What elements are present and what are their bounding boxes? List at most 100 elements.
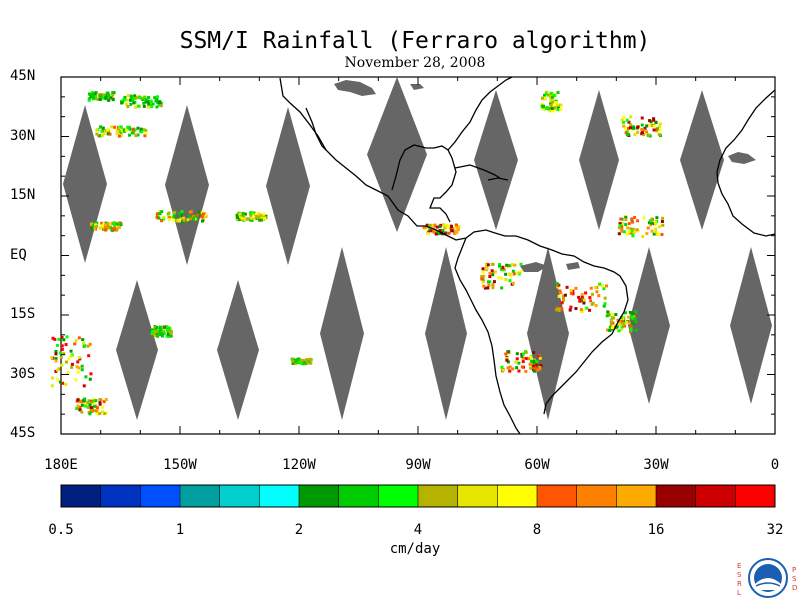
rain-cell [180, 219, 184, 223]
rain-cell [562, 298, 566, 302]
rain-cell [578, 299, 582, 303]
rain-cell [104, 228, 108, 232]
rain-cell [485, 267, 489, 271]
rain-cell [305, 358, 309, 362]
rain-cell [252, 211, 256, 215]
rain-cell [625, 232, 629, 236]
rain-cell [622, 322, 626, 326]
rain-cell [294, 359, 298, 363]
rain-cell [541, 105, 545, 109]
rain-cell [506, 264, 510, 268]
colorbar-units: cm/day [389, 541, 441, 557]
rain-cell [618, 224, 622, 228]
rain-cell [80, 368, 84, 372]
rain-cell [262, 215, 266, 219]
cuba [454, 164, 501, 179]
rain-cell [569, 291, 573, 295]
rain-cell [90, 222, 94, 226]
rain-cell [656, 232, 660, 236]
rain-cell [176, 219, 180, 223]
rain-cell [643, 126, 647, 130]
rain-cell [447, 231, 451, 235]
lat-label: 45S [10, 425, 36, 441]
rain-cell [238, 212, 242, 216]
rain-cell [630, 220, 634, 224]
rain-cell [629, 227, 633, 231]
rain-cell [594, 304, 598, 308]
rain-cell [658, 128, 662, 132]
rain-cell [452, 231, 456, 235]
rain-cell [54, 359, 58, 363]
amazon-patch [520, 262, 548, 272]
rain-cell [633, 133, 637, 137]
rain-cell [147, 96, 151, 100]
rain-cell [157, 101, 161, 105]
rain-cell [84, 375, 88, 379]
rain-cell [511, 367, 515, 371]
rain-cell [629, 123, 633, 127]
rain-cell [96, 412, 100, 416]
rain-cell [531, 364, 535, 368]
rain-cell [443, 226, 447, 230]
rain-cell [264, 216, 268, 220]
rain-cell [648, 119, 652, 123]
rain-cell [649, 120, 653, 124]
lon-label: 60W [524, 457, 550, 473]
lon-label: 30W [643, 457, 669, 473]
lon-label: 180E [44, 457, 78, 473]
rain-cell [101, 126, 105, 130]
rain-cell [529, 359, 533, 363]
rain-cell [186, 218, 190, 222]
rain-cell [161, 325, 165, 329]
rain-cell [203, 213, 207, 217]
rain-cell [574, 307, 578, 311]
rain-cell [488, 271, 492, 275]
rain-cell [593, 285, 597, 289]
rain-cell [99, 94, 103, 98]
rain-cell [162, 215, 166, 219]
rain-cell [560, 301, 564, 305]
rain-cell [557, 308, 561, 312]
rain-cell [130, 131, 134, 135]
rain-cell [538, 356, 542, 360]
rain-cell [189, 210, 193, 214]
rain-cell [123, 97, 127, 101]
lat-label: 30N [10, 127, 36, 144]
rain-cell [101, 133, 105, 137]
sa-lake-patch [566, 262, 580, 270]
rain-cell [104, 221, 108, 225]
rain-cell [508, 279, 512, 283]
rain-cell [508, 272, 512, 276]
rain-cell [519, 270, 523, 274]
rain-cell [521, 352, 525, 356]
rain-cell [549, 103, 553, 107]
rain-cell [546, 93, 550, 97]
rain-cell [640, 116, 644, 120]
rain-cell [629, 324, 633, 328]
rain-cell [634, 320, 638, 324]
rain-cell [102, 132, 106, 136]
rain-cell [654, 128, 658, 132]
rain-cell [602, 304, 606, 308]
rain-cell [126, 105, 130, 109]
rain-cell [481, 280, 485, 284]
rain-cell [631, 227, 635, 231]
rain-cell [517, 369, 521, 373]
rain-cell [54, 357, 58, 361]
rain-cell [126, 94, 130, 98]
rain-cell [109, 96, 113, 100]
rain-cell [107, 226, 111, 230]
rain-cell [504, 352, 508, 356]
rain-cell [432, 230, 436, 234]
rain-cell [142, 101, 146, 105]
rain-cell [158, 210, 162, 214]
rain-cell [259, 213, 263, 217]
colorbar-tick-label: 8 [532, 522, 542, 538]
swath-gap [628, 247, 670, 404]
rain-cell [550, 95, 554, 99]
rain-cell [197, 210, 201, 214]
rain-cell [563, 293, 567, 297]
rain-cell [655, 216, 659, 220]
rain-cell [80, 364, 84, 368]
